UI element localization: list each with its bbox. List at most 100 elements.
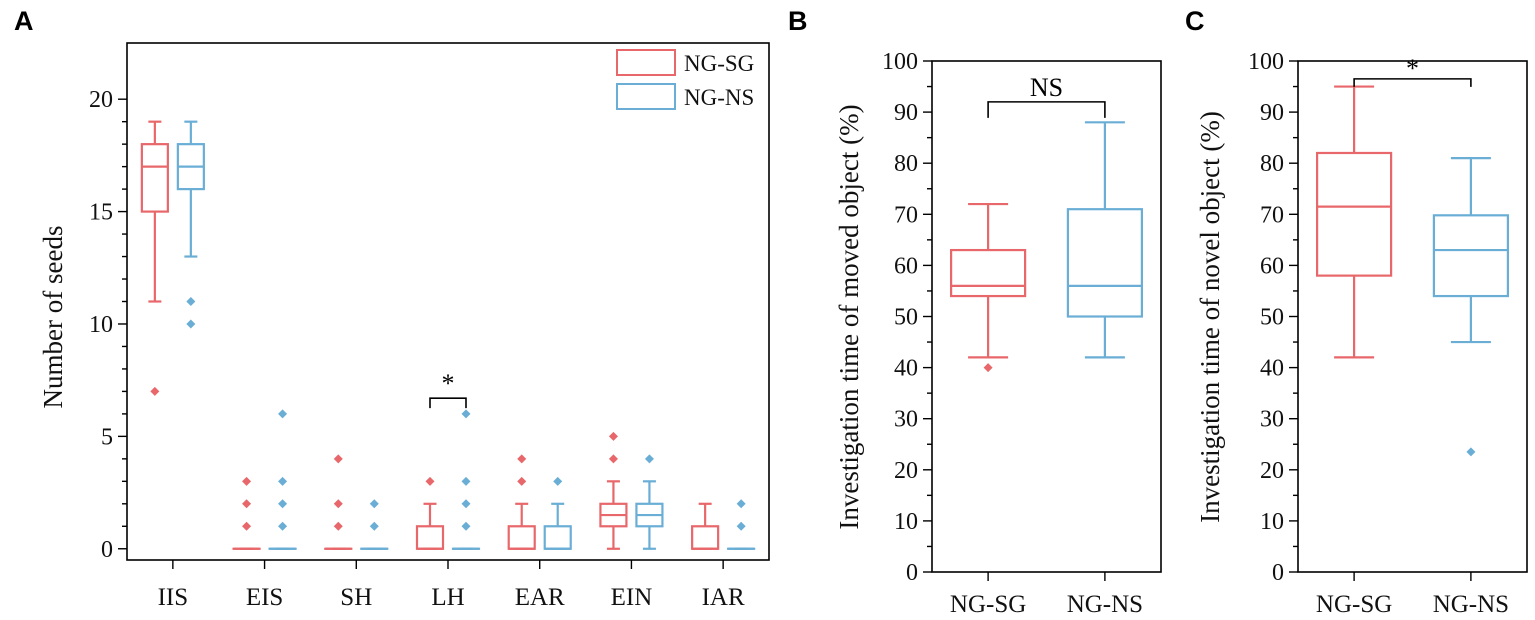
panel-c: C Investigation time of novel object (%)… (1185, 6, 1528, 618)
y-tick-label: 0 (1272, 560, 1284, 586)
y-tick-label: 70 (894, 202, 918, 228)
y-tick-label: 10 (89, 312, 113, 338)
panel-c-y-ticks: 0 10 20 30 40 50 60 70 80 90 100 (1248, 49, 1298, 586)
outlier-point (242, 499, 252, 509)
outlier-point (425, 476, 435, 486)
panel-b-significance: NS (987, 73, 1106, 118)
panel-b-label: B (788, 6, 808, 36)
panel-b-significance-label: NS (1030, 73, 1063, 102)
panel-b-y-ticks: 0 10 20 30 40 50 60 70 80 90 100 (882, 49, 932, 586)
y-tick-label: 0 (101, 537, 113, 563)
y-tick-label: 90 (1260, 100, 1284, 126)
outlier-point (517, 454, 527, 464)
panel-c-y-axis-label: Investigation time of novel object (%) (1195, 111, 1225, 523)
y-tick-label: 20 (89, 87, 113, 113)
box-iqr (950, 248, 1027, 298)
outlier-point (608, 431, 618, 441)
outlier-point (150, 386, 160, 396)
x-tick-label: IAR (702, 584, 745, 611)
panel-b-boxes (950, 121, 1143, 373)
outlier-point (644, 454, 654, 464)
panel-a-y-axis-label: Number of seeds (38, 226, 68, 409)
x-tick-label: EAR (515, 584, 565, 611)
y-tick-label: 80 (1260, 151, 1284, 177)
outlier-point (461, 409, 471, 419)
x-tick-label: LH (431, 584, 464, 611)
panel-c-x-ticks: NG-SG NG-NS (1316, 572, 1509, 618)
box-iqr (415, 525, 445, 550)
panel-a-plot-frame (126, 42, 770, 561)
outlier-point (736, 521, 746, 531)
y-tick-label: 70 (1260, 202, 1284, 228)
x-tick-label: NG-SG (1316, 591, 1392, 618)
y-tick-label: 10 (894, 509, 918, 535)
panel-c-significance: * (1353, 54, 1472, 87)
box-iqr (140, 143, 169, 213)
outlier-point (608, 454, 618, 464)
panel-c-label: C (1185, 6, 1205, 36)
y-tick-label: 100 (882, 49, 918, 75)
box-iqr (1432, 214, 1509, 298)
y-tick-label: 50 (894, 305, 918, 331)
box-iqr (507, 525, 536, 550)
panel-c-significance-bracket (1353, 78, 1472, 87)
x-tick-label: NG-NS (1433, 591, 1509, 618)
x-tick-label: EIN (611, 584, 653, 611)
y-tick-label: 40 (894, 356, 918, 382)
y-tick-label: 60 (1260, 253, 1284, 279)
outlier-point (736, 499, 746, 509)
y-tick-label: 80 (894, 151, 918, 177)
outlier-point (333, 499, 343, 509)
outlier-point (983, 363, 993, 373)
outlier-point (461, 521, 471, 531)
outlier-point (333, 454, 343, 464)
outlier-point (1466, 447, 1476, 457)
y-tick-label: 20 (894, 458, 918, 484)
outlier-point (369, 499, 379, 509)
legend-label-ng-ns: NG-NS (684, 85, 754, 110)
panel-a: A Number of seeds 0 5 10 15 20 IIS EIS SH LH EAR… (14, 6, 770, 611)
panel-c-significance-label: * (1406, 54, 1419, 83)
outlier-point (461, 499, 471, 509)
panel-b-x-ticks: NG-SG NG-NS (950, 572, 1143, 618)
y-tick-label: 100 (1248, 49, 1284, 75)
outlier-point (553, 476, 563, 486)
outlier-point (517, 476, 527, 486)
panel-a-label: A (14, 6, 34, 36)
box-iqr (1316, 151, 1393, 277)
y-tick-label: 20 (1260, 458, 1284, 484)
outlier-point (278, 521, 288, 531)
box-iqr (543, 525, 572, 550)
outlier-point (186, 319, 196, 329)
outlier-point (333, 521, 343, 531)
panel-a-x-ticks: IIS EIS SH LH EAR EIN IAR (158, 560, 745, 611)
y-tick-label: 50 (1260, 305, 1284, 331)
outlier-point (242, 521, 252, 531)
outlier-point (369, 521, 379, 531)
x-tick-label: EIS (246, 584, 284, 611)
y-tick-label: 30 (894, 407, 918, 433)
panel-c-boxes (1316, 85, 1509, 457)
x-tick-label: NG-SG (950, 591, 1026, 618)
y-tick-label: 15 (89, 200, 113, 226)
outlier-point (278, 476, 288, 486)
y-tick-label: 30 (1260, 407, 1284, 433)
y-tick-label: 60 (894, 253, 918, 279)
y-tick-label: 0 (906, 560, 918, 586)
y-tick-label: 90 (894, 100, 918, 126)
panel-a-significance: * (429, 369, 467, 409)
outlier-point (186, 297, 196, 306)
legend-swatch-ng-sg (616, 49, 676, 76)
legend-swatch-ng-ns (616, 83, 676, 110)
box-iqr (691, 525, 720, 550)
y-tick-label: 10 (1260, 509, 1284, 535)
x-tick-label: NG-NS (1067, 591, 1143, 618)
panel-b: B Investigation time of moved object (%)… (788, 6, 1162, 618)
panel-a-legend: NG-SG NG-NS (616, 49, 754, 110)
y-tick-label: 5 (101, 424, 113, 450)
x-tick-label: SH (340, 584, 372, 611)
panel-c-plot-frame (1297, 60, 1528, 573)
panel-a-significance-label: * (442, 369, 455, 398)
panel-b-significance-bracket (987, 101, 1106, 118)
